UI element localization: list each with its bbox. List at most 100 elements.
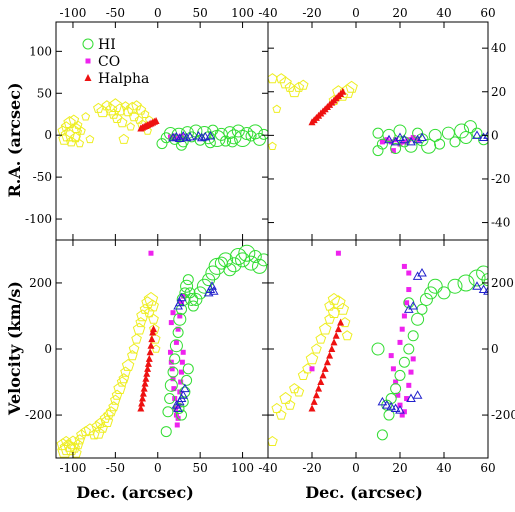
hi-point — [252, 258, 268, 274]
co-point — [388, 353, 394, 359]
y-tick-label: 40 — [491, 41, 506, 55]
x-tick-label: 60 — [480, 461, 495, 475]
yellow-point — [126, 122, 135, 131]
hi-point — [169, 339, 183, 353]
yellow-point — [88, 429, 100, 440]
yellow-point — [327, 292, 341, 305]
x-tick-label: -20 — [302, 461, 321, 475]
yellow-point — [293, 386, 305, 397]
x-axis-label-left: Dec. (arcsec) — [76, 483, 194, 502]
hi-point — [434, 138, 446, 150]
co-point — [406, 270, 412, 276]
x-tick-label: 40 — [436, 461, 451, 475]
hi-point — [245, 130, 257, 142]
halpha_edge-point — [176, 292, 187, 302]
panel-bottom-right-points — [268, 250, 488, 446]
co-point — [175, 326, 181, 332]
halpha_edge-point — [395, 132, 405, 142]
yellow-point — [71, 447, 82, 458]
hi-point — [390, 142, 402, 154]
y-tick-label: -50 — [33, 170, 52, 184]
hi-point — [449, 136, 461, 148]
halpha_edge-point — [417, 268, 427, 277]
halpha-point — [144, 364, 152, 372]
yellow-point — [60, 435, 72, 446]
yellow-point — [94, 417, 106, 428]
co-point — [393, 379, 399, 385]
co-point — [401, 313, 407, 319]
y-tick-label: 100 — [29, 44, 52, 58]
y-tick-label: -100 — [25, 212, 52, 226]
panel-bottom-left-points — [56, 244, 268, 458]
legend-marker-halpha — [84, 74, 92, 81]
hi-point — [226, 257, 242, 273]
y-tick-label: -20 — [491, 172, 510, 186]
yellow-point — [118, 133, 130, 144]
x-tick-label: 40 — [436, 6, 451, 20]
hi-point — [243, 255, 259, 271]
co-point — [179, 359, 185, 365]
halpha-point — [148, 335, 156, 343]
yellow-point — [293, 81, 305, 92]
yellow-point — [70, 132, 81, 143]
x-tick-label: 0 — [352, 461, 360, 475]
halpha_edge-point — [180, 383, 190, 393]
y-tick-label: -200 — [491, 408, 515, 422]
x-tick-label: 100 — [231, 461, 254, 475]
co-point — [173, 339, 179, 345]
hi-point — [156, 138, 168, 150]
halpha_edge-point — [472, 130, 482, 139]
y-tick-label: 0 — [491, 342, 499, 356]
yellow-point — [143, 291, 159, 306]
hi-point — [390, 383, 402, 395]
y-tick-label: -200 — [25, 408, 52, 422]
hi-point — [382, 128, 396, 142]
co-point — [180, 349, 186, 355]
co-point — [174, 422, 180, 428]
yellow-point — [72, 439, 84, 450]
halpha_edge-point — [406, 393, 416, 403]
hi-point — [419, 292, 433, 306]
x-tick-label: -100 — [59, 461, 86, 475]
yellow-point — [305, 352, 319, 365]
yellow-point — [103, 409, 114, 420]
yellow-point — [108, 401, 119, 412]
halpha_edge-point — [196, 132, 207, 142]
legend-item-hi: HI — [82, 37, 116, 53]
x-tick-label: 60 — [480, 6, 495, 20]
co-point — [170, 310, 176, 316]
halpha-point — [330, 338, 338, 346]
halpha-point — [147, 341, 155, 349]
x-tick-label: 0 — [352, 6, 360, 20]
hi-point — [173, 312, 187, 326]
hi-point — [398, 356, 410, 368]
halpha_edge-point — [483, 286, 488, 295]
hi-point — [162, 406, 174, 418]
co-point — [177, 313, 183, 319]
halpha-point — [315, 384, 323, 392]
hi-point — [235, 252, 251, 268]
yellow-point — [297, 79, 309, 90]
yellow-point — [336, 302, 350, 315]
y-tick-label: 0 — [44, 128, 52, 142]
halpha_edge-point — [181, 132, 192, 142]
yellow-point — [77, 126, 86, 135]
halpha_edge-point — [390, 403, 401, 412]
co-point — [309, 366, 315, 372]
hi-point — [226, 136, 238, 148]
halpha-point — [337, 318, 345, 326]
yellow-point — [74, 434, 86, 445]
hi-point — [160, 426, 172, 438]
hi-point — [248, 250, 262, 264]
hi-point — [189, 292, 203, 306]
x-tick-label: -20 — [302, 6, 321, 20]
co-point — [401, 139, 407, 145]
co-point — [408, 369, 414, 375]
hi-point — [371, 342, 385, 356]
hi-point — [481, 273, 488, 287]
hi-point — [457, 274, 475, 292]
hi-point — [181, 374, 193, 386]
hi-point — [180, 279, 194, 293]
